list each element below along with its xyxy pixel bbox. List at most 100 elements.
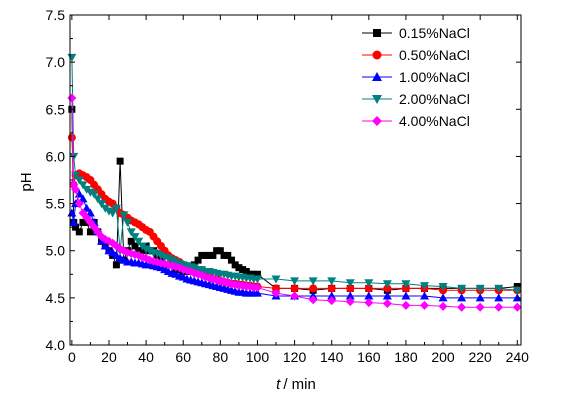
x-tick-label: 140 [320, 349, 344, 365]
data-point [345, 279, 355, 288]
plot-area [67, 53, 522, 312]
data-point [239, 266, 247, 274]
legend-label: 2.00%NaCl [399, 91, 470, 107]
data-point [82, 203, 92, 212]
legend-marker [373, 29, 381, 37]
data-point [135, 247, 143, 255]
data-point [419, 291, 429, 300]
data-point [364, 291, 374, 300]
data-point [72, 223, 80, 231]
legend-marker [372, 116, 382, 126]
data-point [438, 283, 448, 292]
data-point [345, 291, 355, 300]
x-tick-label: 120 [283, 349, 307, 365]
data-point [79, 218, 87, 226]
data-point [78, 194, 88, 203]
data-point [242, 267, 250, 275]
legend-entry: 0.15%NaCl [362, 25, 470, 41]
y-tick-label: 6.0 [46, 148, 66, 164]
data-point [364, 298, 374, 308]
data-point [112, 261, 120, 269]
data-point [457, 302, 467, 312]
data-point [74, 176, 84, 185]
data-point [438, 301, 448, 311]
legend-entry: 4.00%NaCl [362, 113, 470, 129]
legend-label: 1.00%NaCl [399, 69, 470, 85]
data-point [123, 218, 133, 227]
data-point [250, 270, 258, 278]
data-point [475, 284, 485, 293]
x-axis-title: t / min [276, 376, 316, 393]
legend-entry: 0.50%NaCl [362, 47, 470, 63]
data-point [364, 279, 374, 288]
x-tick-label: 160 [357, 349, 381, 365]
data-point [134, 237, 144, 246]
legend: 0.15%NaCl 0.50%NaCl 1.00%NaCl 2.00%NaCl 4.00… [362, 25, 470, 129]
data-point [308, 295, 318, 305]
y-tick-label: 6.5 [46, 101, 66, 117]
legend-marker [372, 50, 382, 60]
x-tick-label: 220 [468, 349, 492, 365]
data-point [364, 284, 373, 293]
legend-marker [372, 72, 382, 81]
data-point [227, 256, 235, 264]
x-tick-label: 80 [213, 349, 229, 365]
data-point [85, 208, 95, 217]
data-point [290, 291, 300, 301]
data-point [475, 293, 485, 302]
x-tick-label: 240 [506, 349, 530, 365]
data-point [327, 284, 336, 293]
data-point [401, 291, 411, 300]
data-point [131, 242, 139, 250]
data-point [67, 133, 76, 142]
legend-label: 4.00%NaCl [399, 113, 470, 129]
data-point [78, 181, 88, 190]
legend-label: 0.15%NaCl [399, 25, 470, 41]
data-point [216, 247, 224, 255]
y-tick-label: 7.0 [46, 54, 66, 70]
y-tick-label: 5.5 [46, 196, 66, 212]
x-tick-label: 200 [431, 349, 455, 365]
data-point [93, 195, 103, 204]
data-point [382, 280, 392, 289]
data-point [308, 277, 318, 286]
data-point [231, 261, 239, 269]
data-point [475, 302, 485, 312]
x-tick-label: 180 [394, 349, 418, 365]
data-point [419, 282, 429, 291]
data-point [213, 247, 221, 255]
series-2.00%NaCl [67, 53, 522, 295]
data-point [382, 299, 392, 309]
data-point [272, 284, 281, 293]
x-tick-label: 20 [101, 349, 117, 365]
data-point [512, 302, 522, 312]
data-point [327, 291, 337, 300]
data-point [346, 284, 355, 293]
legend-entry: 1.00%NaCl [362, 69, 470, 85]
data-point [327, 277, 337, 286]
data-point [401, 300, 411, 310]
data-point [290, 284, 299, 293]
data-point [235, 264, 243, 272]
data-point [86, 228, 94, 236]
y-tick-label: 4.5 [46, 290, 66, 306]
data-point [457, 284, 467, 293]
x-tick-label: 100 [246, 349, 270, 365]
y-tick-label: 7.5 [46, 7, 66, 23]
data-point [74, 199, 84, 209]
y-tick-label: 4.0 [46, 337, 66, 353]
data-point [290, 277, 300, 286]
data-point [69, 217, 79, 226]
data-point [220, 251, 228, 259]
data-point [345, 297, 355, 307]
data-point [97, 200, 107, 209]
data-point [457, 293, 467, 302]
data-point [252, 282, 262, 292]
data-point [71, 184, 81, 194]
data-point [401, 280, 411, 289]
data-point [138, 247, 146, 255]
data-point [419, 300, 429, 310]
data-point [205, 251, 213, 259]
